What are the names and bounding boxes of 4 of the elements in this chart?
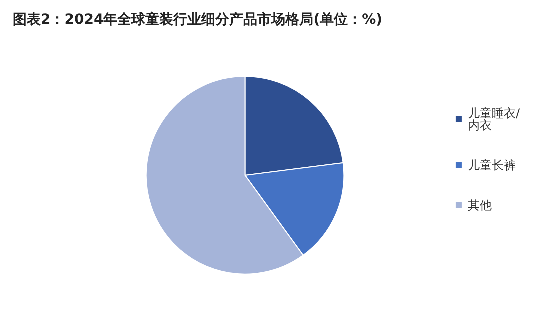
chart-title: 图表2：2024年全球童装行业细分产品市场格局(单位：%) [13,11,383,28]
legend-label: 儿童睡衣/内衣 [468,106,521,132]
legend-label: 其他 [468,198,492,212]
legend-label: 儿童长裤 [468,158,516,172]
